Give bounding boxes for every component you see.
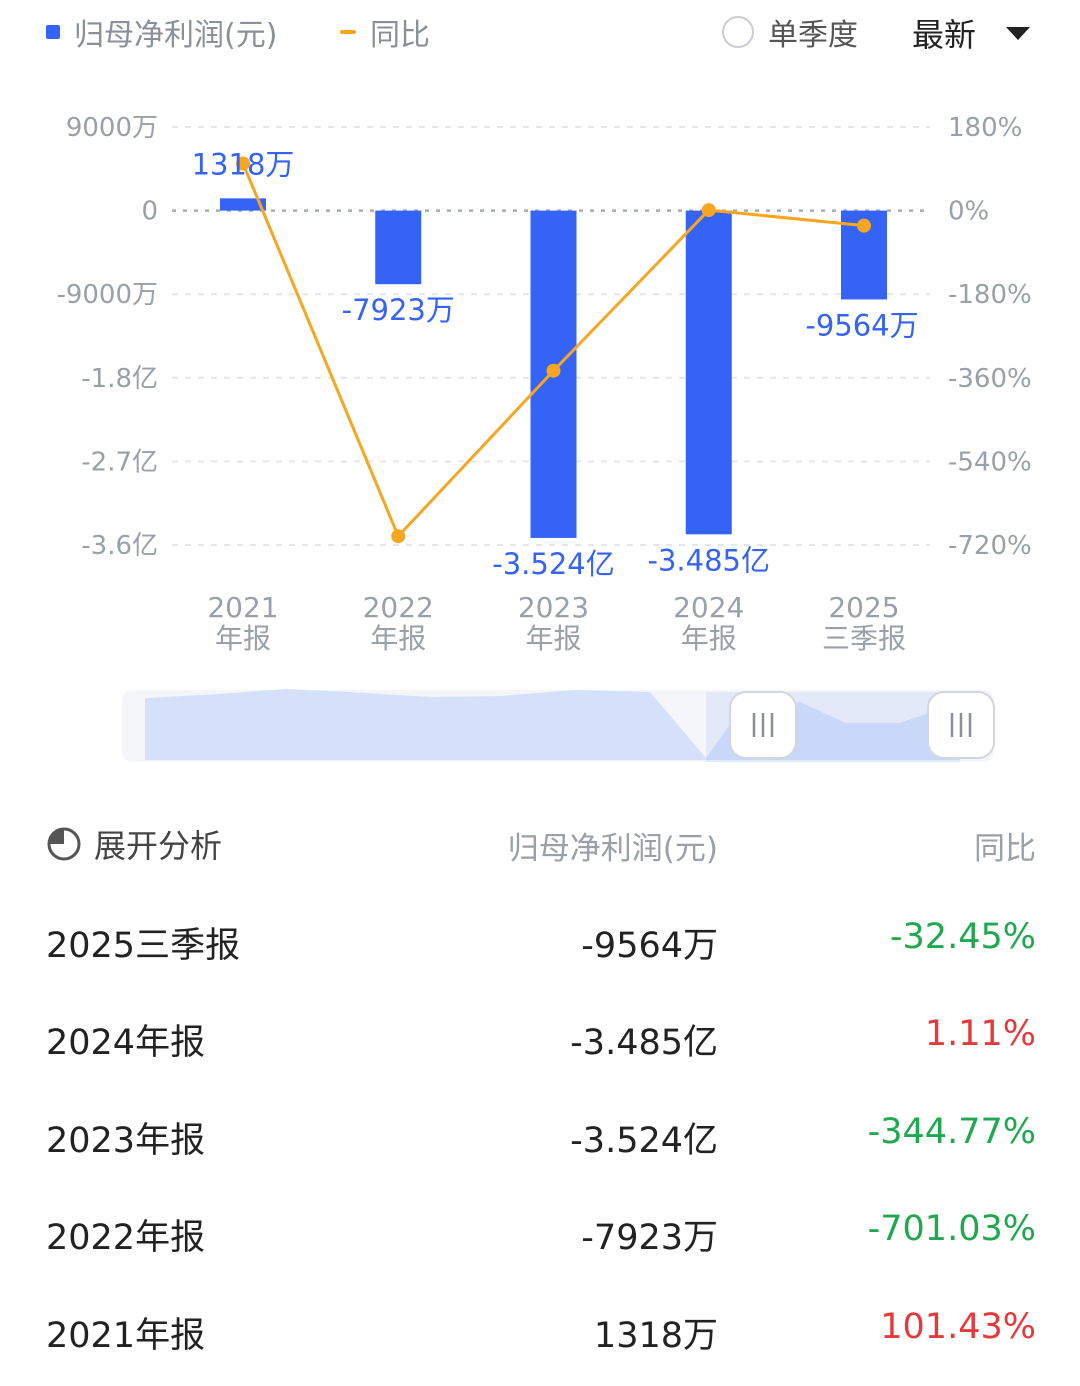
single-quarter-toggle[interactable]: 单季度 (722, 10, 858, 54)
slider-handle-left[interactable] (729, 691, 797, 759)
yoy-point (236, 156, 250, 171)
legend-bar-swatch (46, 25, 60, 39)
bar-data-label: -3.524亿 (492, 547, 615, 581)
table-row[interactable]: 2023年报 -3.524亿 -344.77% (0, 1100, 1080, 1170)
bar (220, 198, 266, 211)
bar (685, 210, 732, 535)
x-category-label: 2023 年报 (518, 591, 589, 655)
single-quarter-label: 单季度 (768, 18, 858, 53)
range-slider[interactable] (122, 689, 995, 762)
x-category-label: 2025 三季报 (822, 591, 906, 655)
radio-unchecked-icon (722, 16, 754, 48)
chart-header: 归母净利润(元) 同比 单季度 最新 (0, 0, 1080, 70)
row-net-profit: -9564万 (581, 926, 718, 966)
slider-handle-right[interactable] (927, 691, 995, 759)
table-row[interactable]: 2022年报 -7923万 -701.03% (0, 1197, 1080, 1267)
row-period: 2022年报 (46, 1218, 206, 1258)
bar-data-label: -7923万 (342, 293, 455, 327)
row-yoy: -344.77% (867, 1112, 1036, 1152)
legend-line-swatch (340, 30, 356, 34)
row-net-profit: -7923万 (581, 1218, 718, 1258)
table-row[interactable]: 2025三季报 -9564万 -32.45% (0, 905, 1080, 975)
y-left-tick-label: -2.7亿 (81, 447, 158, 477)
caret-down-icon (1006, 26, 1031, 40)
row-period: 2023年报 (46, 1121, 206, 1161)
x-category-label: 2021 年报 (207, 591, 278, 655)
x-category-label: 2022 年报 (363, 591, 434, 655)
sort-dropdown-label: 最新 (912, 16, 977, 54)
sort-dropdown[interactable]: 最新 (912, 10, 1031, 56)
bar-data-label: -9564万 (805, 308, 918, 342)
table-row[interactable]: 2021年报 1318万 101.43% (0, 1295, 1080, 1365)
row-period: 2025三季报 (46, 926, 241, 966)
y-left-tick-label: -1.8亿 (81, 364, 158, 394)
legend-yoy-label: 同比 (370, 18, 430, 53)
row-period: 2021年报 (46, 1316, 206, 1356)
pie-chart-icon (47, 827, 81, 861)
y-right-tick-label: -180% (948, 280, 1032, 310)
row-net-profit: 1318万 (593, 1316, 718, 1356)
yoy-point (701, 203, 716, 218)
row-yoy: -701.03% (867, 1209, 1036, 1249)
y-right-tick-label: -720% (948, 531, 1032, 561)
column-header-yoy: 同比 (974, 831, 1036, 867)
row-yoy: 101.43% (880, 1307, 1036, 1347)
column-header-net-profit: 归母净利润(元) (507, 831, 718, 867)
row-yoy: -32.45% (889, 917, 1036, 957)
bar-data-label: 1318万 (192, 147, 295, 181)
y-right-tick-label: -360% (948, 364, 1032, 394)
y-left-tick-label: -9000万 (56, 280, 158, 310)
legend-net-profit[interactable]: 归母净利润(元) (46, 10, 277, 54)
y-right-tick-label: 0% (948, 197, 989, 227)
y-right-tick-label: 180% (948, 113, 1022, 143)
bar (375, 210, 422, 285)
row-net-profit: -3.485亿 (570, 1023, 718, 1063)
y-right-tick-label: -540% (948, 447, 1032, 477)
row-net-profit: -3.524亿 (570, 1121, 718, 1161)
table-row[interactable]: 2024年报 -3.485亿 1.11% (0, 1002, 1080, 1072)
expand-analysis-label: 展开分析 (94, 827, 223, 865)
expand-analysis-button[interactable]: 展开分析 (46, 821, 222, 867)
x-category-label: 2024 年报 (673, 591, 744, 655)
row-period: 2024年报 (46, 1023, 206, 1063)
legend-yoy[interactable]: 同比 (340, 10, 430, 54)
y-left-tick-label: -3.6亿 (81, 531, 158, 561)
y-left-tick-label: 9000万 (66, 113, 158, 143)
yoy-point (391, 529, 406, 544)
y-left-tick-label: 0 (141, 197, 158, 227)
yoy-point (546, 363, 561, 378)
row-yoy: 1.11% (924, 1014, 1036, 1054)
legend-net-profit-label: 归母净利润(元) (74, 18, 278, 53)
yoy-point (857, 218, 871, 233)
table-header: 展开分析 归母净利润(元) 同比 (0, 815, 1080, 875)
bar-data-label: -3.485亿 (648, 543, 771, 577)
